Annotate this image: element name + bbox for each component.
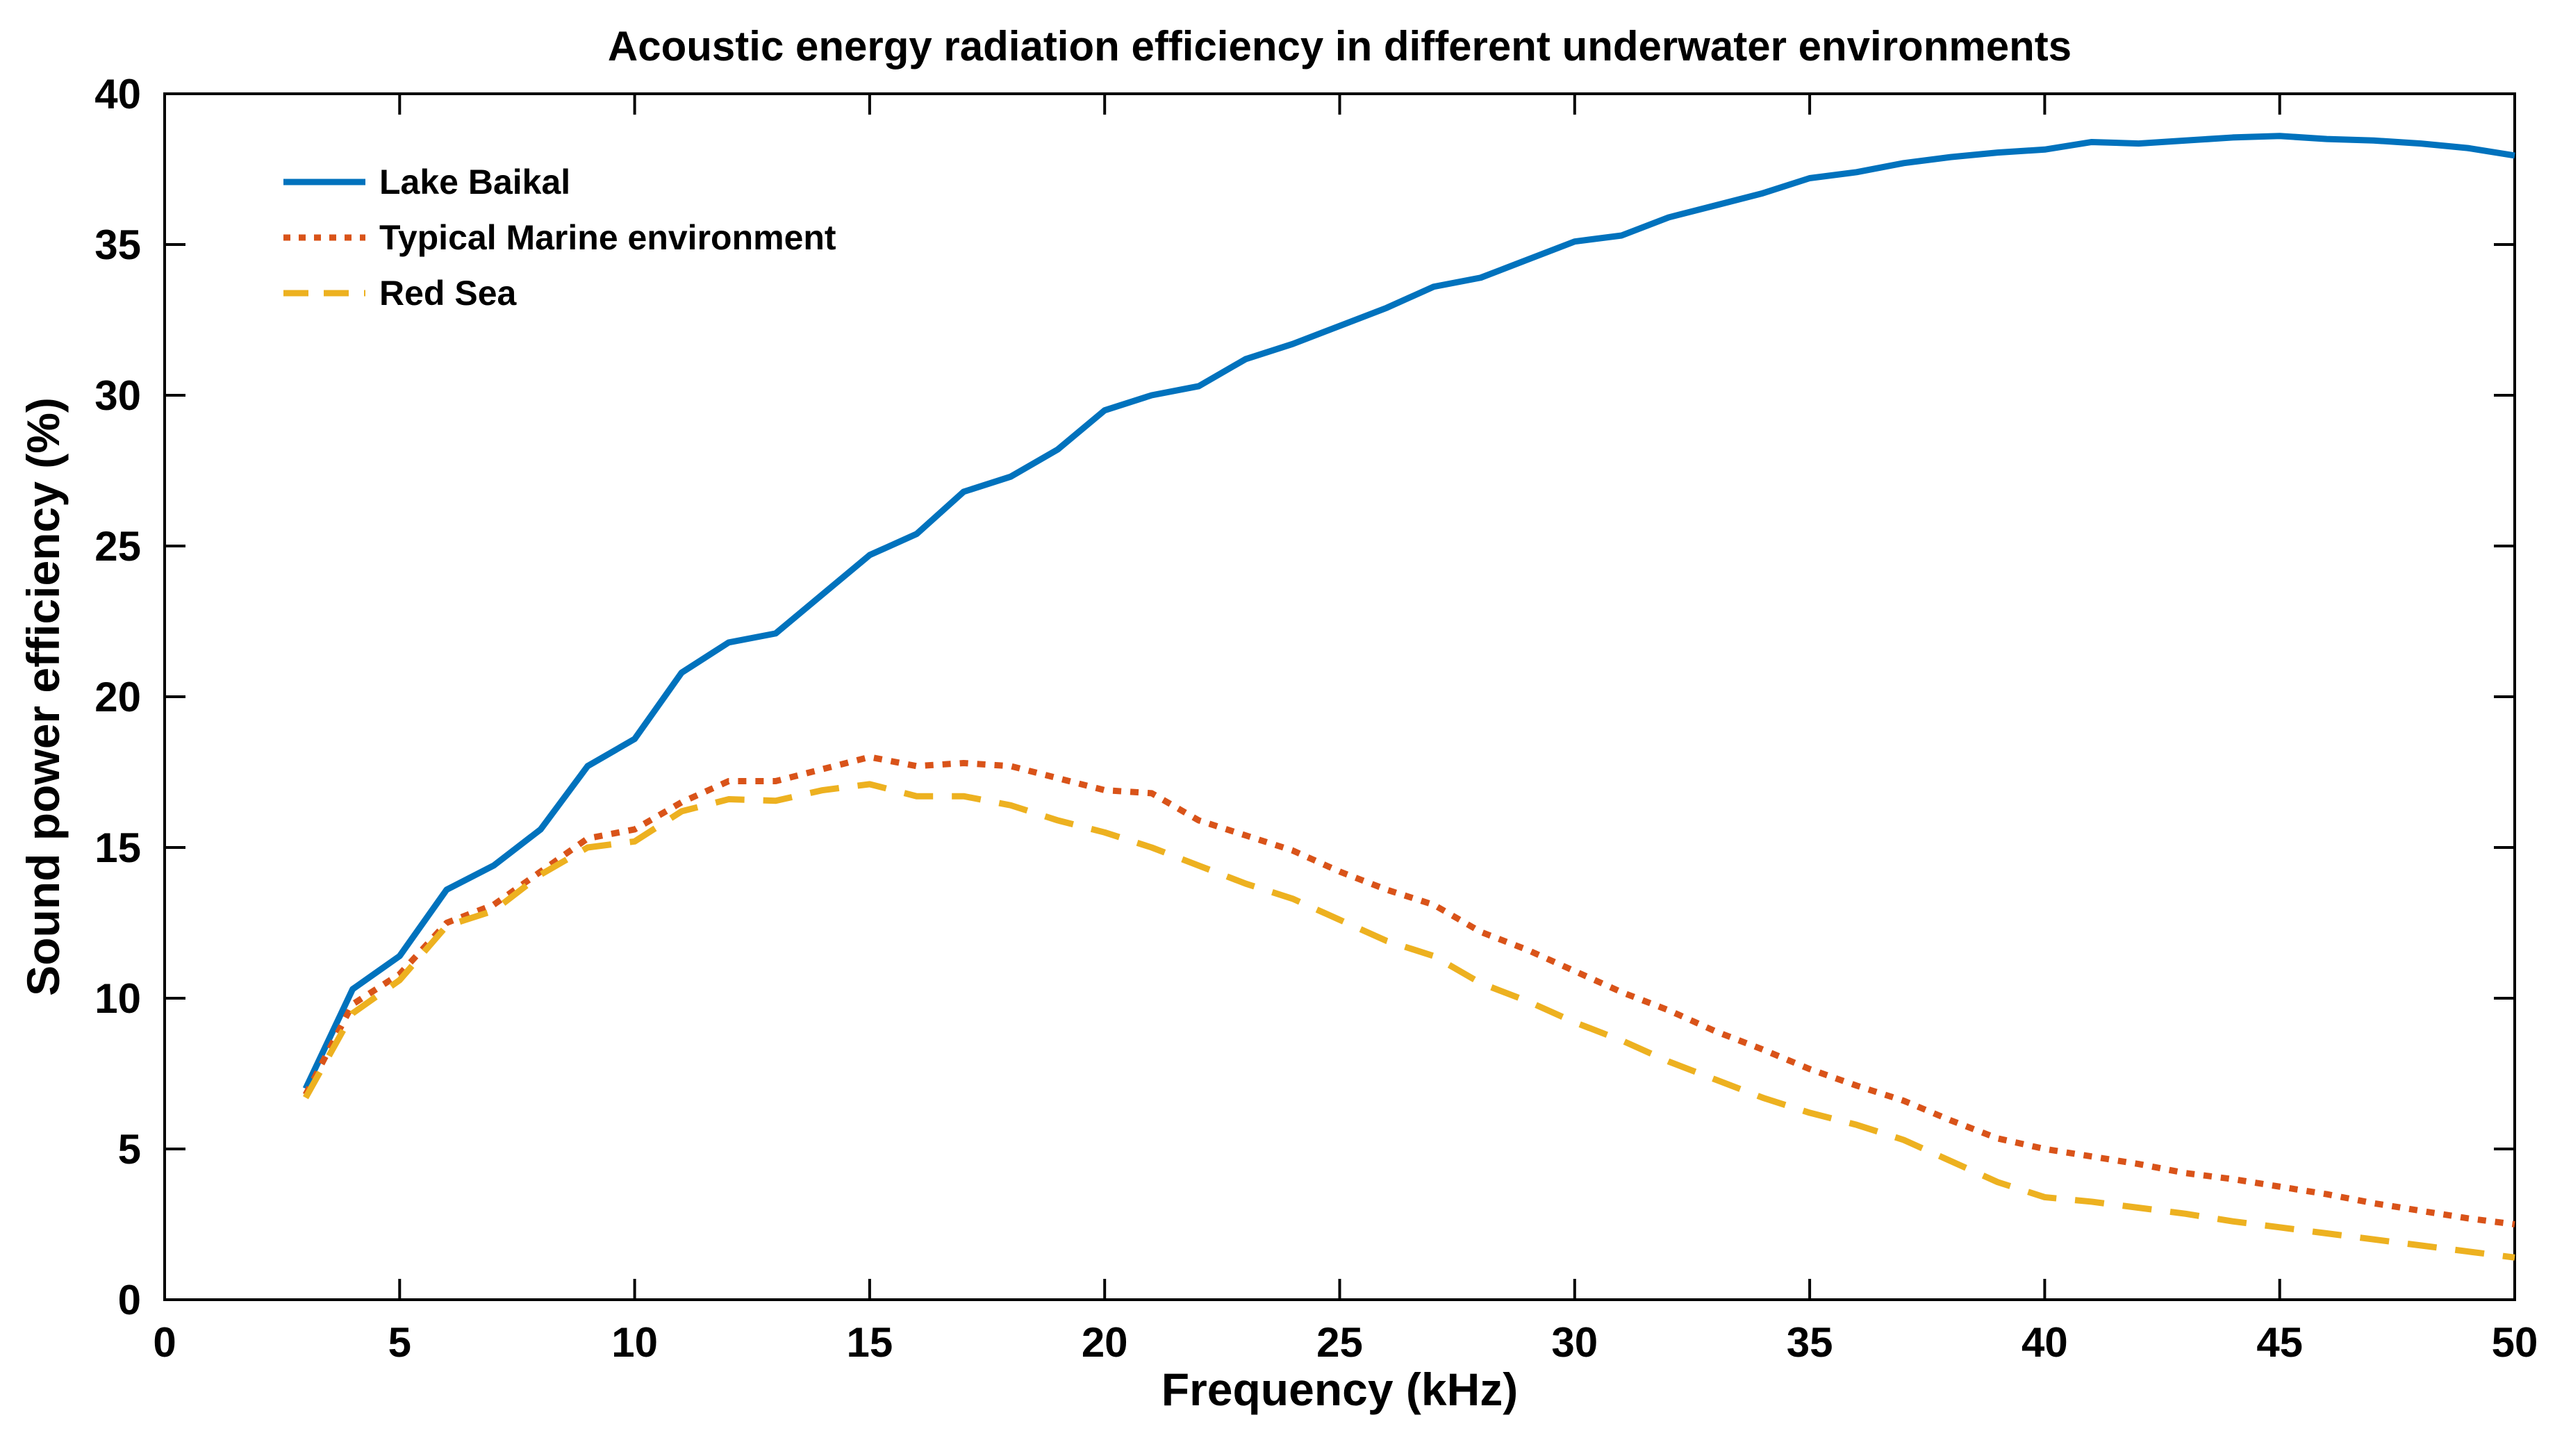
y-tick-label: 35: [94, 222, 141, 268]
legend-item-lake-baikal: Lake Baikal: [283, 154, 836, 210]
y-tick-label: 20: [94, 674, 141, 720]
legend-item-typical-marine-environment: Typical Marine environment: [283, 210, 836, 265]
x-tick-label: 10: [611, 1319, 658, 1366]
x-tick-label: 5: [388, 1319, 411, 1366]
y-tick-label: 0: [118, 1277, 141, 1323]
legend-label: Typical Marine environment: [379, 218, 836, 257]
series-line-lake-baikal: [302, 133, 2515, 1091]
y-tick-label: 40: [94, 71, 141, 117]
legend-label: Lake Baikal: [379, 163, 571, 201]
legend-line-sample-solid: [283, 179, 365, 185]
x-tick-label: 0: [153, 1319, 176, 1366]
y-tick-label: 15: [94, 825, 141, 871]
y-axis-label: Sound power efficiency (%): [17, 397, 69, 996]
series-line-red-sea: [303, 781, 2515, 1261]
y-tick-label: 5: [118, 1126, 141, 1173]
y-tick-label: 25: [94, 523, 141, 570]
series-line-typical-marine-environment: [302, 754, 2515, 1227]
x-tick-label: 20: [1082, 1319, 1128, 1366]
x-tick-label: 25: [1316, 1319, 1363, 1366]
chart-title: Acoustic energy radiation efficiency in …: [607, 23, 2072, 69]
y-tick-label: 30: [94, 372, 141, 419]
x-tick-label: 50: [2492, 1319, 2538, 1366]
x-tick-label: 45: [2256, 1319, 2303, 1366]
y-tick-label: 10: [94, 975, 141, 1022]
x-tick-label: 35: [1787, 1319, 1833, 1366]
legend: Lake Baikal Typical Marine environment R…: [283, 154, 836, 321]
x-tick-label: 40: [2021, 1319, 2068, 1366]
legend-line-sample-dashed: [283, 290, 365, 297]
x-tick-label: 30: [1551, 1319, 1598, 1366]
legend-line-sample-dotted: [283, 234, 365, 241]
x-axis-label: Frequency (kHz): [1161, 1364, 1519, 1415]
legend-label: Red Sea: [379, 274, 517, 313]
legend-item-red-sea: Red Sea: [283, 265, 836, 321]
x-tick-label: 15: [847, 1319, 893, 1366]
